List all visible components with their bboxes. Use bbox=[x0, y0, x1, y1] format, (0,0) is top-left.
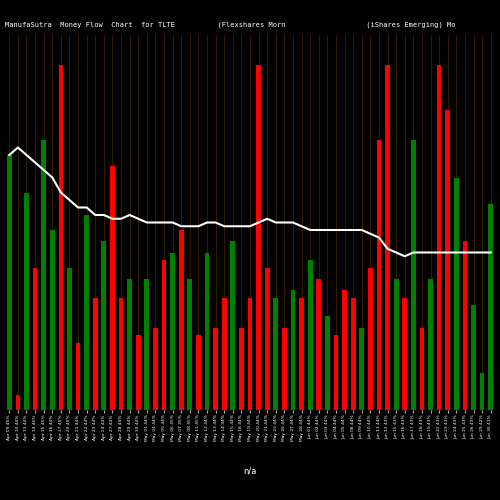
Bar bbox=[196, 335, 201, 410]
Bar bbox=[58, 65, 63, 410]
Bar bbox=[274, 298, 278, 410]
Bar bbox=[428, 278, 433, 410]
Bar bbox=[446, 110, 450, 410]
Bar bbox=[118, 298, 124, 410]
Bar bbox=[290, 290, 296, 410]
Bar bbox=[222, 298, 226, 410]
Bar bbox=[360, 328, 364, 410]
Bar bbox=[325, 316, 330, 410]
Bar bbox=[230, 242, 235, 410]
Bar bbox=[334, 335, 338, 410]
Bar bbox=[204, 252, 210, 410]
Bar bbox=[394, 278, 398, 410]
Bar bbox=[144, 278, 149, 410]
Bar bbox=[420, 328, 424, 410]
X-axis label: n/a: n/a bbox=[244, 466, 256, 475]
Bar bbox=[67, 268, 72, 410]
Bar bbox=[179, 230, 184, 410]
Bar bbox=[265, 268, 270, 410]
Bar bbox=[162, 260, 166, 410]
Bar bbox=[376, 140, 382, 410]
Text: ManufaSutra  Money Flow  Chart  for TLTE          (Flexshares Morn              : ManufaSutra Money Flow Chart for TLTE (F… bbox=[5, 21, 456, 28]
Bar bbox=[239, 328, 244, 410]
Bar bbox=[24, 192, 29, 410]
Bar bbox=[385, 65, 390, 410]
Bar bbox=[351, 298, 356, 410]
Bar bbox=[402, 298, 407, 410]
Bar bbox=[454, 178, 458, 410]
Bar bbox=[488, 204, 493, 410]
Bar bbox=[299, 298, 304, 410]
Bar bbox=[282, 328, 286, 410]
Bar bbox=[480, 372, 484, 410]
Bar bbox=[437, 65, 442, 410]
Bar bbox=[93, 298, 98, 410]
Bar bbox=[110, 166, 115, 410]
Bar bbox=[16, 395, 20, 410]
Bar bbox=[256, 65, 261, 410]
Bar bbox=[411, 140, 416, 410]
Bar bbox=[136, 335, 140, 410]
Bar bbox=[308, 260, 312, 410]
Bar bbox=[76, 342, 80, 410]
Bar bbox=[50, 230, 54, 410]
Bar bbox=[128, 278, 132, 410]
Bar bbox=[471, 305, 476, 410]
Bar bbox=[213, 328, 218, 410]
Bar bbox=[462, 242, 468, 410]
Bar bbox=[170, 252, 175, 410]
Bar bbox=[84, 215, 89, 410]
Bar bbox=[42, 140, 46, 410]
Bar bbox=[7, 155, 12, 410]
Bar bbox=[102, 242, 106, 410]
Bar bbox=[342, 290, 347, 410]
Bar bbox=[188, 278, 192, 410]
Bar bbox=[368, 268, 372, 410]
Bar bbox=[248, 298, 252, 410]
Bar bbox=[316, 278, 321, 410]
Bar bbox=[153, 328, 158, 410]
Bar bbox=[32, 268, 38, 410]
